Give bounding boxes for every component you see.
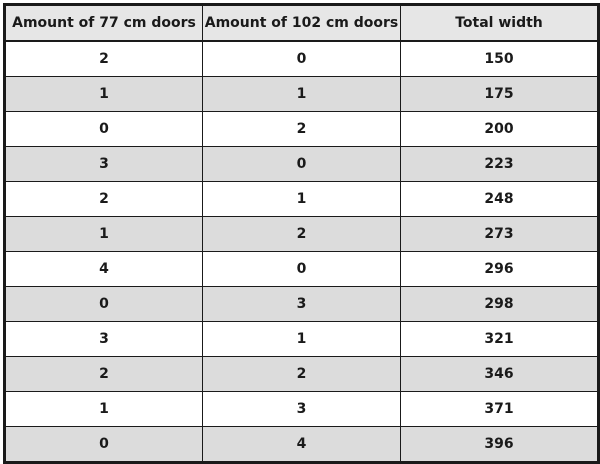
table-row: 2 1 248 <box>4 181 599 217</box>
cell-77cm-count: 4 <box>4 251 203 287</box>
cell-total-width: 346 <box>400 356 599 392</box>
cell-total-width: 371 <box>400 391 599 427</box>
cell-total-width: 248 <box>400 181 599 217</box>
cell-total-width: 200 <box>400 111 599 147</box>
cell-total-width: 150 <box>400 40 599 77</box>
cell-102cm-count: 2 <box>202 356 401 392</box>
cell-102cm-count: 0 <box>202 251 401 287</box>
header-102cm-doors: Amount of 102 cm doors <box>202 4 401 42</box>
cell-102cm-count: 1 <box>202 76 401 112</box>
cell-total-width: 321 <box>400 321 599 357</box>
cell-total-width: 175 <box>400 76 599 112</box>
cell-77cm-count: 0 <box>4 111 203 147</box>
cell-77cm-count: 1 <box>4 76 203 112</box>
cell-total-width: 298 <box>400 286 599 322</box>
cell-77cm-count: 0 <box>4 426 203 463</box>
cell-102cm-count: 2 <box>202 216 401 252</box>
table-row: 3 0 223 <box>4 146 599 182</box>
header-77cm-doors: Amount of 77 cm doors <box>4 4 203 42</box>
door-width-table: Amount of 77 cm doors Amount of 102 cm d… <box>3 3 600 464</box>
cell-102cm-count: 2 <box>202 111 401 147</box>
cell-102cm-count: 3 <box>202 391 401 427</box>
cell-total-width: 223 <box>400 146 599 182</box>
cell-total-width: 273 <box>400 216 599 252</box>
table-row: 4 0 296 <box>4 251 599 287</box>
table-row: 2 0 150 <box>4 40 599 77</box>
table-body: 2 0 150 1 1 175 0 2 200 3 0 223 2 1 <box>4 40 599 463</box>
table-row: 1 3 371 <box>4 391 599 427</box>
table-row: 3 1 321 <box>4 321 599 357</box>
cell-total-width: 296 <box>400 251 599 287</box>
cell-77cm-count: 1 <box>4 391 203 427</box>
cell-77cm-count: 2 <box>4 40 203 77</box>
cell-77cm-count: 2 <box>4 181 203 217</box>
table-row: 0 3 298 <box>4 286 599 322</box>
cell-77cm-count: 1 <box>4 216 203 252</box>
table-row: 1 1 175 <box>4 76 599 112</box>
table-row: 1 2 273 <box>4 216 599 252</box>
cell-102cm-count: 0 <box>202 146 401 182</box>
cell-102cm-count: 1 <box>202 181 401 217</box>
cell-102cm-count: 0 <box>202 40 401 77</box>
cell-77cm-count: 3 <box>4 321 203 357</box>
table-row: 0 2 200 <box>4 111 599 147</box>
cell-77cm-count: 0 <box>4 286 203 322</box>
header-total-width: Total width <box>400 4 599 42</box>
table-header: Amount of 77 cm doors Amount of 102 cm d… <box>4 4 599 42</box>
cell-102cm-count: 3 <box>202 286 401 322</box>
cell-77cm-count: 3 <box>4 146 203 182</box>
table-row: 0 4 396 <box>4 426 599 463</box>
cell-102cm-count: 4 <box>202 426 401 463</box>
cell-102cm-count: 1 <box>202 321 401 357</box>
cell-total-width: 396 <box>400 426 599 463</box>
table-row: 2 2 346 <box>4 356 599 392</box>
cell-77cm-count: 2 <box>4 356 203 392</box>
header-row: Amount of 77 cm doors Amount of 102 cm d… <box>4 4 599 42</box>
